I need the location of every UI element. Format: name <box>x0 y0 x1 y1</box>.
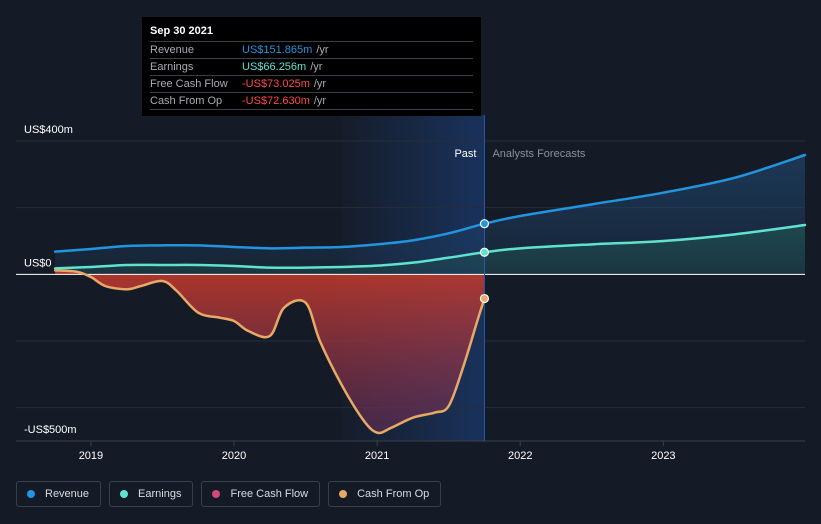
series-line-earnings <box>53 223 807 270</box>
tooltip-row-earnings: Earnings US$66.256m /yr <box>150 58 473 75</box>
series-lines <box>53 153 807 435</box>
legend-label: Free Cash Flow <box>230 488 309 500</box>
x-tick-label: 2020 <box>222 450 246 462</box>
legend-item-revenue[interactable]: Revenue <box>16 481 102 507</box>
series-areas <box>55 155 805 433</box>
tooltip-unit: /yr <box>313 78 327 90</box>
legend-label: Earnings <box>138 488 182 500</box>
tooltip-row-free-cash-flow: Free Cash Flow -US$73.025m /yr <box>150 75 473 92</box>
point-revenue <box>479 219 490 229</box>
legend-item-cash-from-op[interactable]: Cash From Op <box>328 481 442 507</box>
past-label: Past <box>454 148 476 160</box>
revenue-dot-icon <box>27 490 35 498</box>
earnings-dot-icon <box>120 490 129 498</box>
tooltip-label: Free Cash Flow <box>150 78 228 90</box>
tooltip-date: Sep 30 2021 <box>150 25 213 37</box>
legend-label: Cash From Op <box>357 488 430 500</box>
area-cash-from-op <box>55 270 485 433</box>
legend-item-free-cash-flow[interactable]: Free Cash Flow <box>201 481 321 507</box>
tooltip-unit: /yr <box>310 61 323 73</box>
tooltip-label: Cash From Op <box>150 95 223 107</box>
legend: Revenue Earnings Free Cash Flow Cash Fro… <box>16 481 442 507</box>
tooltip-value: -US$72.630m <box>242 95 310 107</box>
tooltip-unit: /yr <box>316 44 329 56</box>
tooltip-label: Revenue <box>150 44 195 56</box>
x-tick-label: 2019 <box>79 450 103 462</box>
cash-from-op-dot-icon <box>339 490 348 498</box>
y-tick-label: US$400m <box>24 124 73 136</box>
legend-label: Revenue <box>45 488 90 500</box>
x-axis-ticks: 2019 2020 2021 2022 2023 <box>79 441 676 462</box>
area-earnings <box>55 225 805 275</box>
tooltip-unit: /yr <box>313 95 327 107</box>
tooltip: Sep 30 2021 Revenue US$151.865m /yr Earn… <box>142 17 481 116</box>
y-tick-label: -US$500m <box>24 424 77 436</box>
tooltip-row-revenue: Revenue US$151.865m /yr <box>150 41 473 58</box>
legend-item-earnings[interactable]: Earnings <box>109 481 194 507</box>
tooltip-value: US$66.256m <box>242 61 307 73</box>
tooltip-value: US$151.865m <box>242 44 313 56</box>
y-tick-label: US$0 <box>24 257 52 269</box>
tooltip-label: Earnings <box>150 61 194 73</box>
series-line-revenue <box>53 153 807 253</box>
series-end-points[interactable] <box>479 219 490 304</box>
x-tick-label: 2023 <box>651 450 675 462</box>
y-axis-ticks: US$400m US$0 -US$500m <box>24 124 77 436</box>
x-tick-label: 2022 <box>508 450 532 462</box>
point-cash-from-op <box>479 293 490 304</box>
free-cash-flow-dot-icon <box>212 490 221 498</box>
forecast-label: Analysts Forecasts <box>492 148 585 160</box>
series-line-cash-from-op <box>53 269 486 435</box>
x-tick-label: 2021 <box>365 450 389 462</box>
tooltip-row-cash-from-op: Cash From Op -US$72.630m /yr <box>150 92 473 110</box>
tooltip-value: -US$73.025m <box>242 78 310 90</box>
point-earnings <box>479 247 490 257</box>
